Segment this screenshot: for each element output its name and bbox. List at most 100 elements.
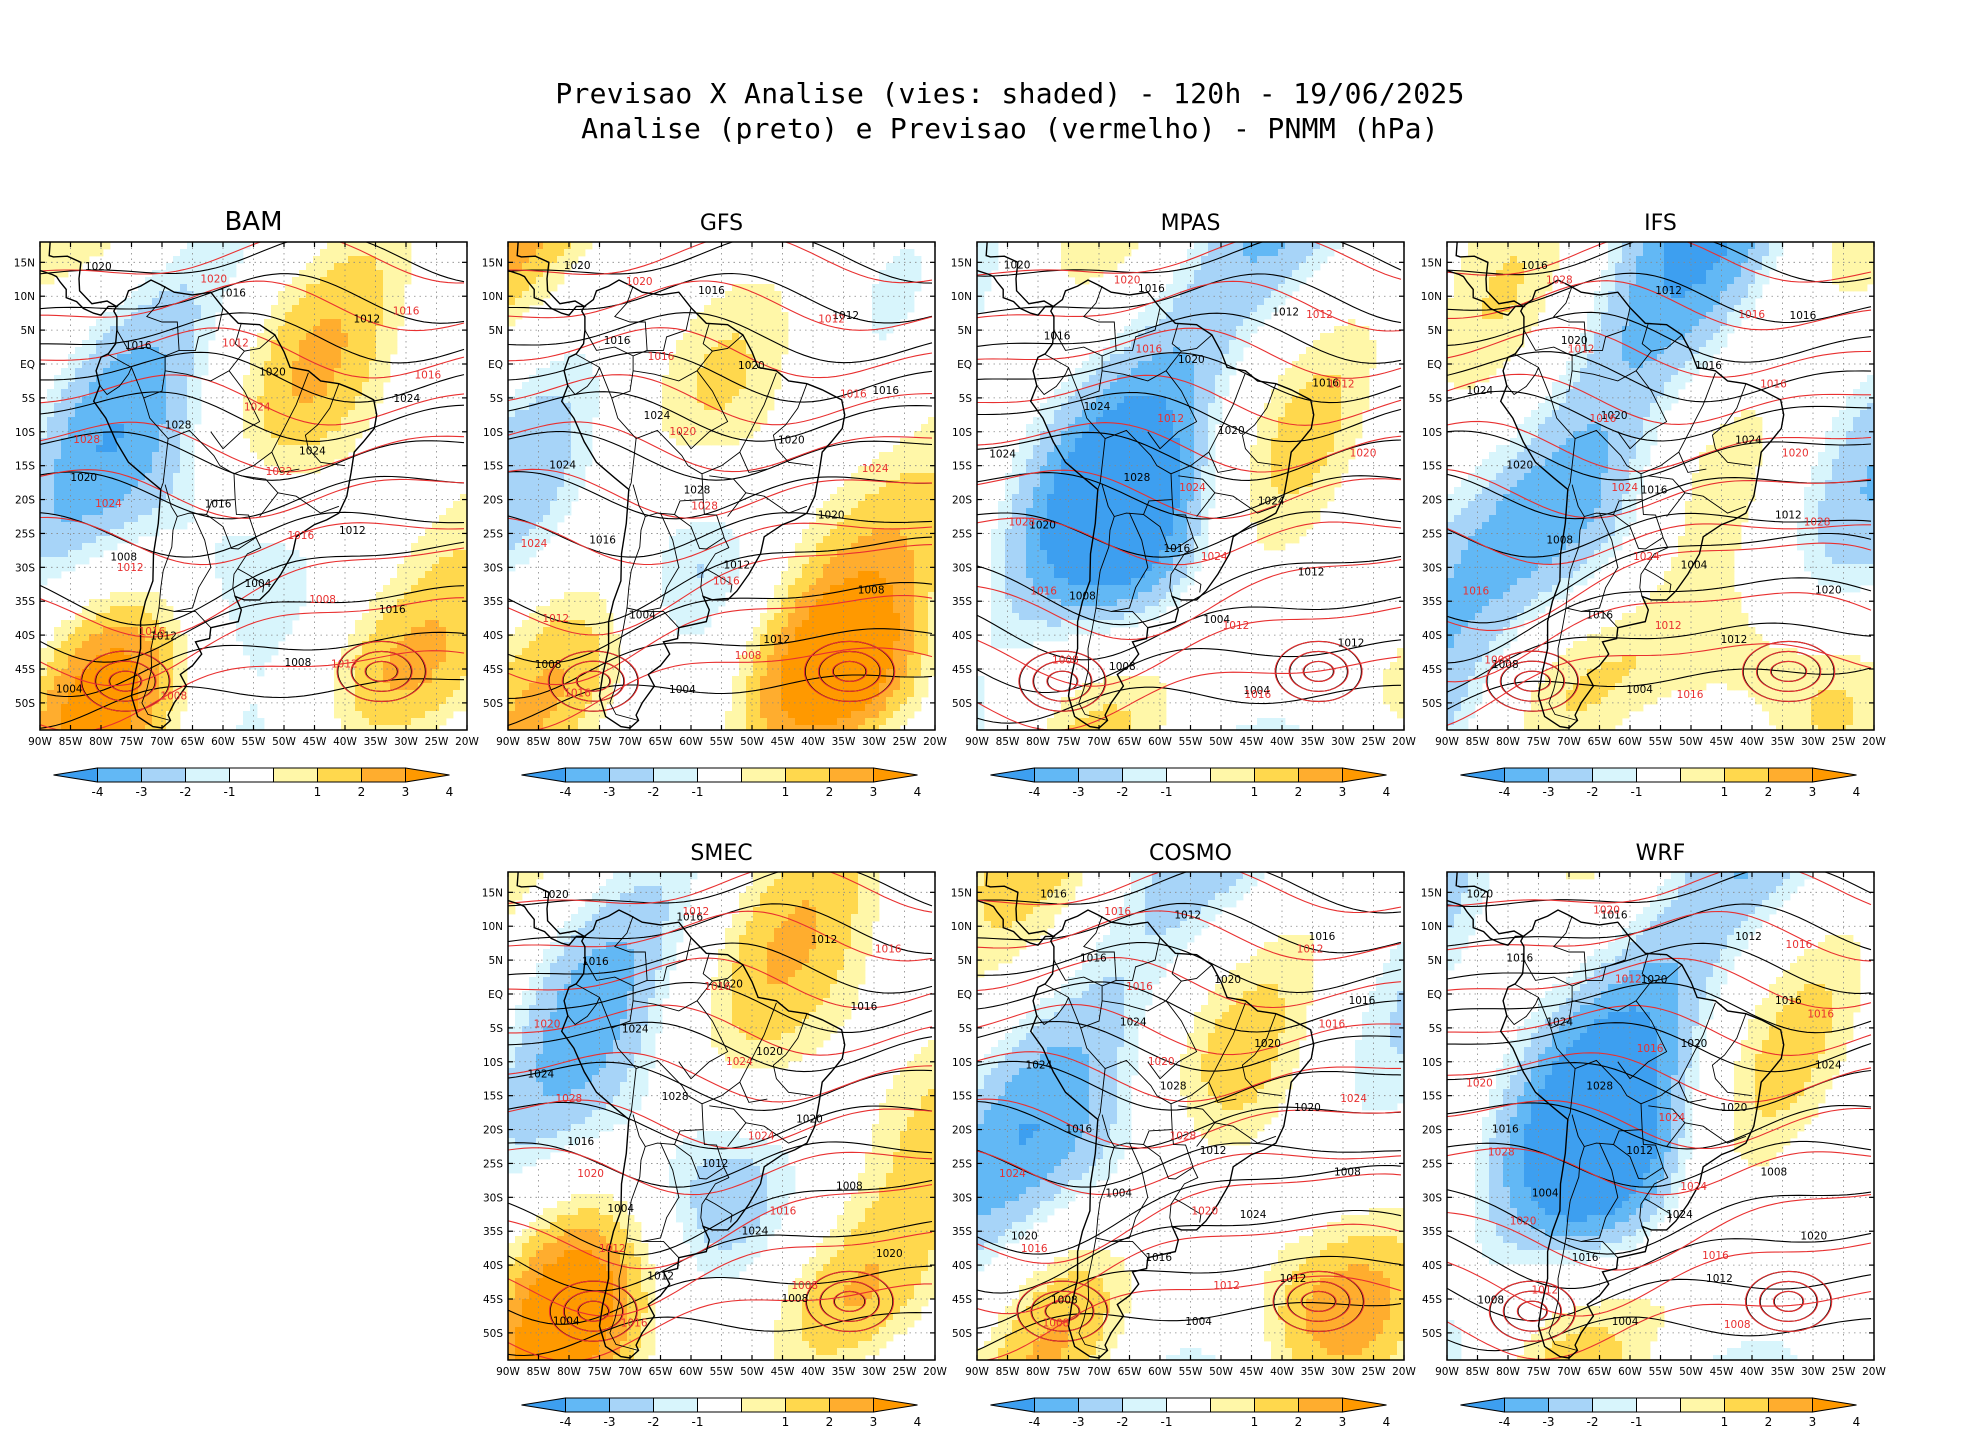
forecast-isobar-label: 1024 — [748, 1131, 775, 1143]
lat-tick-label: 10S — [952, 1057, 972, 1069]
analysis-isobar-label: 1028 — [165, 419, 192, 431]
analysis-isobar-label: 1008 — [1109, 661, 1136, 673]
lat-tick-label: 25S — [1422, 528, 1442, 540]
analysis-isobar-label: 1024 — [1240, 1209, 1267, 1221]
isobars — [1447, 242, 1872, 726]
colorbar-label: 3 — [402, 785, 410, 799]
panel-title: BAM — [224, 207, 282, 237]
contour-labels: 1016101210161016102010161024102010241028… — [999, 888, 1376, 1329]
colorbar-label: 2 — [1295, 1415, 1303, 1429]
lat-tick-label: 30S — [952, 562, 972, 574]
analysis-isobar-label: 1004 — [1185, 1316, 1212, 1328]
colorbar-label: 4 — [1383, 1415, 1391, 1429]
lat-tick-label: 10N — [951, 291, 972, 303]
colorbar-label: -1 — [1161, 785, 1173, 799]
analysis-isobar-label: 1004 — [1626, 684, 1653, 696]
panel-title: MPAS — [1161, 211, 1221, 236]
colorbar-swatch — [1034, 767, 1079, 783]
analysis-isobar-label: 1016 — [1695, 360, 1722, 372]
forecast-isobar-label: 1012 — [222, 338, 249, 350]
isobars — [977, 242, 1402, 730]
lat-tick-label: 5N — [1427, 955, 1442, 967]
colorbar-label: -2 — [1117, 1415, 1129, 1429]
forecast-isobar-label: 1020 — [626, 276, 653, 288]
colorbar-swatch — [697, 1397, 742, 1413]
lon-tick-label: 35W — [832, 1366, 856, 1378]
lat-tick-label: 5S — [490, 393, 504, 405]
analysis-isobar-label: 1024 — [393, 393, 420, 405]
lon-tick-label: 85W — [996, 1366, 1020, 1378]
lat-tick-label: 40S — [952, 630, 972, 642]
colorbar-swatch — [1768, 767, 1813, 783]
colorbar-swatch — [609, 767, 654, 783]
panel-cosmo: COSMO10161012101610161020101610241020102… — [951, 841, 1417, 1429]
lat-tick-label: 25S — [1422, 1158, 1442, 1170]
analysis-isobar-label: 1016 — [1309, 931, 1336, 943]
lon-tick-label: 45W — [1710, 1366, 1734, 1378]
lat-tick-label: 15S — [952, 461, 972, 473]
lon-tick-label: 25W — [893, 736, 917, 748]
colorbar-label: 1 — [1251, 1415, 1259, 1429]
lat-tick-label: EQ — [488, 989, 503, 1001]
colorbar-label: 1 — [314, 785, 322, 799]
lon-tick-label: 25W — [1362, 1366, 1386, 1378]
lon-tick-label: 65W — [181, 736, 205, 748]
isobars — [508, 242, 933, 730]
forecast-isobar-label: 1028 — [1008, 516, 1035, 528]
colorbar-swatch — [741, 1397, 786, 1413]
lon-tick-label: 85W — [1466, 1366, 1490, 1378]
colorbar-label: 3 — [1809, 1415, 1817, 1429]
lat-tick-label: 30S — [483, 562, 503, 574]
lon-tick-label: 75W — [1057, 1366, 1081, 1378]
analysis-isobar-label: 1008 — [836, 1181, 863, 1193]
forecast-isobar-label: 1016 — [840, 388, 867, 400]
lon-tick-label: 25W — [425, 736, 449, 748]
colorbar-label: -3 — [1073, 785, 1085, 799]
analysis-isobar-label: 1008 — [782, 1293, 809, 1305]
lon-tick-label: 60W — [1148, 1366, 1172, 1378]
analysis-isobar-label: 1024 — [622, 1024, 649, 1036]
analysis-isobar-label: 1008 — [858, 584, 885, 596]
lon-tick-label: 65W — [1118, 1366, 1142, 1378]
analysis-isobar-label: 1008 — [110, 551, 137, 563]
lat-tick-label: 10S — [952, 427, 972, 439]
lon-tick-label: 35W — [364, 736, 388, 748]
isobars — [40, 242, 465, 730]
colorbar-swatch — [609, 1397, 654, 1413]
colorbar-swatch — [185, 767, 230, 783]
analysis-isobar-label: 1016 — [1790, 310, 1817, 322]
lat-tick-label: 20S — [1422, 495, 1442, 507]
analysis-isobar-label: 1020 — [542, 889, 569, 901]
forecast-isobar-label: 1028 — [691, 501, 718, 513]
analysis-isobar-label: 1020 — [1467, 888, 1494, 900]
lon-tick-label: 70W — [1087, 1366, 1111, 1378]
panel-title: COSMO — [1149, 841, 1232, 866]
lat-tick-label: 25S — [952, 1158, 972, 1170]
lon-tick-label: 20W — [923, 1366, 947, 1378]
colorbar-label: 4 — [914, 785, 922, 799]
colorbar-swatch — [361, 767, 406, 783]
panel-mpas: MPAS102010161012101610201016102410201024… — [951, 211, 1417, 799]
forecast-isobar-label: 1012 — [1328, 378, 1355, 390]
analysis-isobar-label: 1028 — [1124, 472, 1151, 484]
colorbar-swatch — [273, 767, 318, 783]
lat-tick-label: 10S — [1422, 1057, 1442, 1069]
forecast-isobar-label: 1012 — [1655, 620, 1682, 632]
analysis-isobar-label: 1004 — [56, 683, 83, 695]
forecast-isobar-label: 1016 — [414, 370, 441, 382]
lon-tick-label: 20W — [1392, 1366, 1416, 1378]
analysis-isobar-label: 1024 — [528, 1068, 555, 1080]
analysis-isobar-label: 1016 — [1065, 1123, 1092, 1135]
analysis-isobar-label: 1020 — [1294, 1102, 1321, 1114]
analysis-isobar-label: 1024 — [549, 460, 576, 472]
colorbar-swatch — [1636, 767, 1681, 783]
lon-tick-label: 80W — [1026, 736, 1050, 748]
lon-tick-label: 50W — [740, 1366, 764, 1378]
analysis-isobar-label: 1024 — [1084, 401, 1111, 413]
forecast-isobar-label: 1028 — [1170, 1131, 1197, 1143]
lon-tick-label: 50W — [272, 736, 296, 748]
analysis-isobar-label: 1004 — [1203, 614, 1230, 626]
colorbar-swatch — [1548, 1397, 1593, 1413]
lat-tick-label: 15S — [15, 461, 35, 473]
lon-tick-label: 30W — [1331, 736, 1355, 748]
